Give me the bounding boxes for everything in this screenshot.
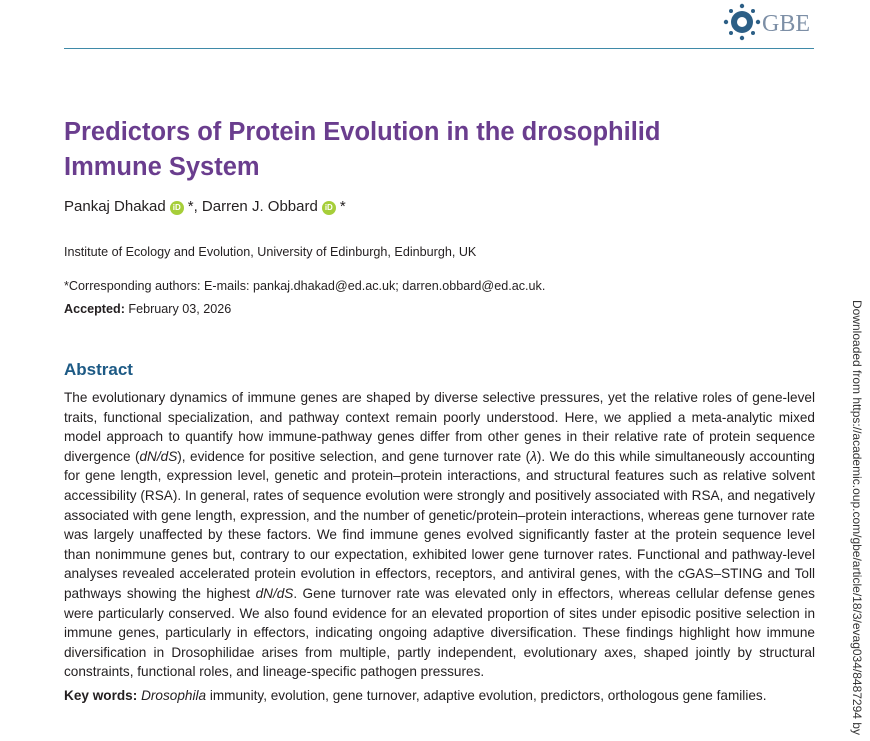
journal-logo: GBE [762,11,810,37]
orcid-icon[interactable]: iD [169,201,184,215]
abstract-heading: Abstract [64,360,133,379]
abstract-part: dN/dS [139,448,178,464]
author-list: Pankaj Dhakad iD *, Darren J. Obbard iD * [64,198,346,215]
abstract-part: The evolutionary dynamics of immune gene… [64,390,815,464]
accepted-value: February 03, 2026 [128,302,232,316]
keywords-rest: immunity, evolution, gene turnover, adap… [206,688,767,703]
orcid-icon[interactable]: iD [321,201,336,215]
correspondence: *Corresponding authors: E-mails: pankaj.… [64,279,546,293]
author-note: * [187,198,194,215]
author-name: Pankaj Dhakad [64,198,166,215]
abstract-part: dN/dS [255,585,294,601]
author-note: * [339,198,346,215]
affiliation: Institute of Ecology and Evolution, Univ… [64,245,477,259]
journal-logo-icon [723,3,761,41]
keyword: Drosophila [141,688,207,703]
keywords: Key words: Drosophila immunity, evolutio… [64,686,815,706]
keywords-label: Key words: [64,688,138,703]
abstract-part: ). We do this while simultaneously accou… [64,448,815,601]
author-separator: , [193,198,198,215]
abstract-part: λ [530,448,537,464]
download-note: Downloaded from https://academic.oup.com… [850,300,864,735]
author-name: Darren J. Obbard [201,198,318,215]
article-title: Predictors of Protein Evolution in the d… [64,118,661,181]
abstract-part: ), evidence for positive selection, and … [177,448,531,464]
abstract-text: The evolutionary dynamics of immune gene… [64,388,815,682]
header-graphics: GBE [64,3,814,49]
accepted-date: Accepted: February 03, 2026 [64,302,231,316]
accepted-label: Accepted: [64,302,125,316]
abstract-part: . Gene turnover rate was elevated only i… [64,585,815,680]
